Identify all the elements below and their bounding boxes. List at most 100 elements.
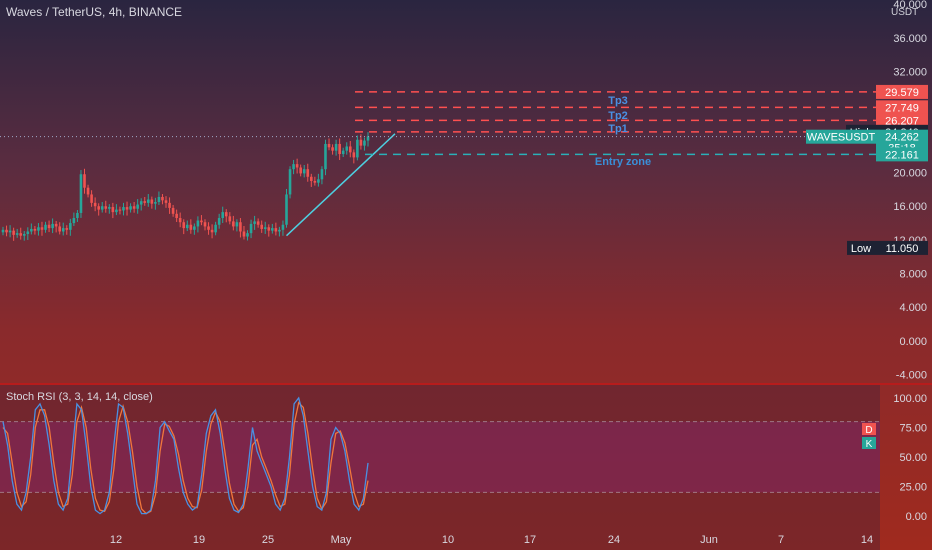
candle-body bbox=[203, 222, 207, 227]
x-tick-label: 19 bbox=[193, 534, 205, 546]
candle-body bbox=[256, 221, 260, 225]
stoch-k-line bbox=[2, 396, 369, 515]
stoch-y-tick-label: 50.00 bbox=[899, 452, 927, 464]
candle-body bbox=[232, 221, 235, 227]
candle-body bbox=[90, 194, 93, 203]
candle-body bbox=[12, 230, 15, 235]
candle-body bbox=[61, 228, 65, 232]
y-tick-label: 16.000 bbox=[893, 201, 927, 213]
candle-body bbox=[132, 206, 136, 209]
tp-price-tag-bg bbox=[876, 100, 928, 115]
candle-body bbox=[22, 234, 26, 236]
candle-body bbox=[111, 207, 115, 213]
candle-body bbox=[171, 207, 175, 214]
candle-body bbox=[76, 212, 79, 219]
candle-body bbox=[253, 221, 256, 224]
candle-body bbox=[239, 222, 242, 232]
x-tick-label: May bbox=[331, 534, 352, 546]
low-label-bg bbox=[847, 240, 876, 255]
candle-body bbox=[278, 229, 281, 232]
candle-body bbox=[72, 218, 76, 224]
candle-body bbox=[182, 222, 186, 229]
candle-body bbox=[210, 229, 214, 233]
symbol-label-bg bbox=[806, 129, 876, 144]
candle-body bbox=[249, 223, 253, 234]
candle-body bbox=[193, 226, 196, 230]
candle-body bbox=[185, 224, 189, 229]
candle-body bbox=[217, 218, 221, 225]
y-tick-label: 4.000 bbox=[899, 302, 927, 314]
candle-body bbox=[338, 143, 341, 155]
candle-body bbox=[37, 227, 40, 231]
candle-body bbox=[224, 212, 228, 217]
candle-body bbox=[100, 206, 104, 210]
candle-body bbox=[235, 222, 239, 227]
candle-body bbox=[327, 143, 331, 148]
candle-body bbox=[324, 143, 327, 170]
d-tag: D bbox=[865, 425, 872, 436]
candle-body bbox=[54, 223, 58, 227]
candle-body bbox=[118, 209, 122, 211]
low-price-bg bbox=[876, 240, 928, 255]
y-tick-label: 36.000 bbox=[893, 33, 927, 45]
tp3-price-tag: 29.579 bbox=[885, 87, 919, 99]
candle-body bbox=[345, 146, 349, 151]
candle-body bbox=[274, 228, 278, 232]
stoch-y-tick-label: 0.00 bbox=[906, 511, 927, 523]
candle-body bbox=[200, 220, 203, 223]
candle-body bbox=[40, 227, 44, 230]
candle-body bbox=[79, 174, 83, 213]
candle-body bbox=[292, 164, 295, 170]
tp2-price-tag-bg bbox=[876, 113, 928, 128]
low-label: Low bbox=[851, 243, 871, 255]
y-tick-label: 20.000 bbox=[893, 168, 927, 180]
candle-body bbox=[196, 220, 200, 227]
candle-body bbox=[33, 228, 37, 231]
candle-body bbox=[242, 231, 246, 237]
candle-body bbox=[93, 202, 97, 207]
y-tick-label: 0.000 bbox=[899, 336, 927, 348]
candle-body bbox=[246, 233, 249, 237]
candle-body bbox=[352, 152, 356, 158]
y-tick-label: -4.000 bbox=[896, 370, 927, 382]
candle-body bbox=[214, 224, 217, 233]
candle-body bbox=[129, 206, 132, 210]
candle-body bbox=[331, 147, 334, 151]
candle-body bbox=[139, 201, 143, 205]
candle-body bbox=[122, 207, 125, 211]
candle-body bbox=[363, 140, 366, 146]
x-tick-label: 7 bbox=[778, 534, 784, 546]
symbol-label: WAVESUSDT bbox=[807, 132, 876, 144]
candle-body bbox=[334, 143, 338, 151]
candle-body bbox=[44, 224, 47, 230]
stoch-band bbox=[0, 421, 880, 493]
x-tick-label: 17 bbox=[524, 534, 536, 546]
candle-body bbox=[164, 200, 168, 203]
stoch-y-tick-label: 100.00 bbox=[893, 393, 927, 405]
x-tick-label: 14 bbox=[861, 534, 873, 546]
x-tick-label: 12 bbox=[110, 534, 122, 546]
tp2-price-tag: 26.207 bbox=[885, 115, 919, 127]
candle-body bbox=[146, 199, 150, 203]
candle-body bbox=[19, 233, 23, 236]
stoch-pane bbox=[0, 385, 880, 550]
candle-body bbox=[115, 209, 118, 213]
candle-body bbox=[168, 202, 171, 208]
x-tick-label: 25 bbox=[262, 534, 274, 546]
candle-body bbox=[341, 150, 345, 155]
entry-price-tag: 22.161 bbox=[885, 149, 919, 161]
candle-body bbox=[221, 212, 225, 219]
candle-body bbox=[317, 179, 320, 183]
candle-body bbox=[359, 139, 363, 146]
stoch-d-line bbox=[2, 401, 369, 515]
x-tick-label: 10 bbox=[442, 534, 454, 546]
candle-body bbox=[69, 223, 72, 230]
candle-body bbox=[83, 174, 86, 188]
k-tag-bg bbox=[862, 437, 876, 449]
candle-body bbox=[306, 169, 310, 177]
candle-body bbox=[295, 164, 299, 168]
candle-body bbox=[281, 224, 285, 230]
target-name-label: Tp1 bbox=[608, 123, 628, 135]
